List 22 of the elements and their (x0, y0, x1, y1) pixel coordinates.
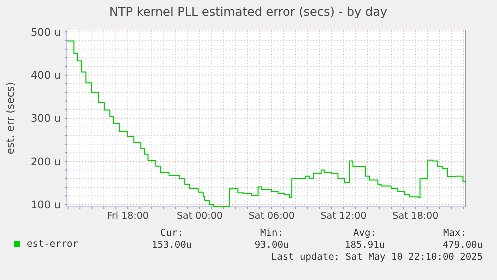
y-tick-label: 200 u (30, 156, 61, 168)
text: Max: (444, 228, 466, 239)
text: Avg: (354, 228, 376, 239)
y-tick-label: 300 u (30, 113, 61, 126)
x-tick-label: Fri 18:00 (107, 211, 149, 222)
text: 153.00u (152, 240, 192, 251)
x-tick-label: Sat 12:00 (320, 211, 367, 222)
y-tick-label: 500 u (30, 26, 61, 39)
y-tick-label: 100 u (30, 200, 61, 212)
text: 93.00u (254, 240, 290, 251)
y-tick-label: 400 u (30, 70, 61, 82)
text: 185.91u (344, 240, 386, 251)
chart-title: NTP kernel PLL estimated error (secs) - by day (109, 5, 388, 19)
text: 479.00u (442, 240, 483, 251)
x-tick-label: Sat 06:00 (248, 211, 295, 222)
x-tick-label: Sat 18:00 (392, 211, 439, 222)
text: Cur: (160, 228, 184, 239)
y-axis-title: est. err (secs) (5, 82, 17, 155)
text: Min: (260, 228, 284, 239)
text: Last update: Sat May 10 22:10:00 2025 (271, 252, 483, 263)
x-tick-label: Sat 00:00 (177, 211, 223, 222)
legend-label: est-error (27, 239, 79, 250)
